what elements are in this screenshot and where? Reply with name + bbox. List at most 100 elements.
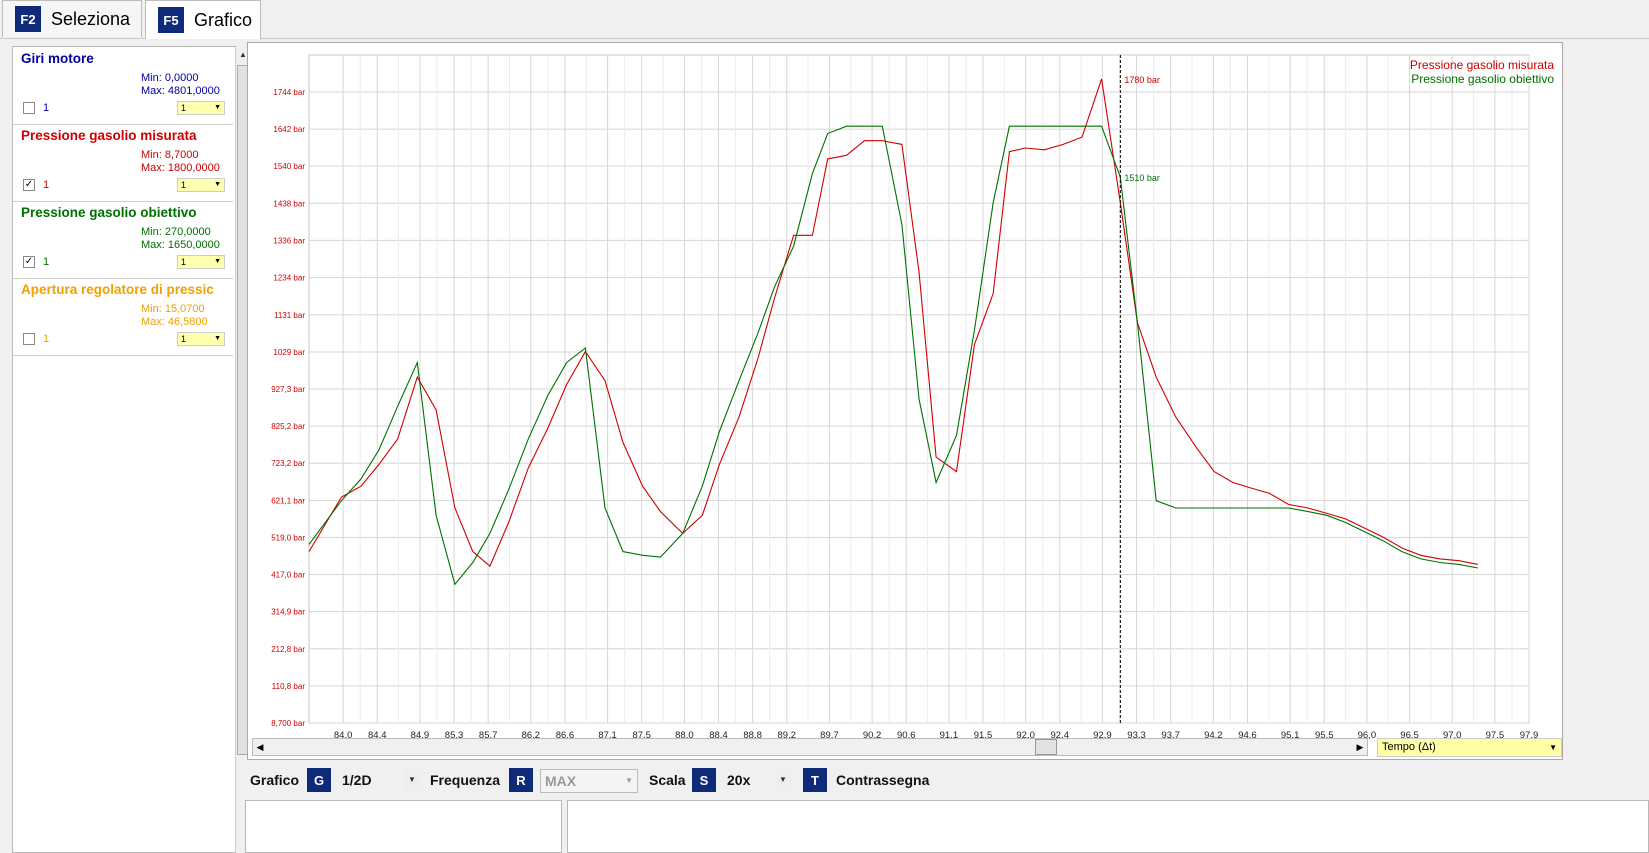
y-tick-label: 212,8 bar [271,645,305,654]
frequenza-select: MAX ▼ [540,769,638,793]
x-tick-label: 89,2 [778,730,797,741]
y-tick-label: 314,9 bar [271,608,305,617]
y-tick-label: 723,2 bar [271,459,305,468]
tab-label: Seleziona [51,8,131,29]
tab-key-badge: F5 [158,7,184,33]
x-axis-select[interactable]: Tempo (Δt) ▼ [1377,738,1562,757]
x-tick-label: 92,4 [1051,730,1070,741]
series-visible-checkbox[interactable] [23,102,35,114]
series-max: Max: 1650,0000 [141,239,220,251]
x-tick-label: 97,5 [1486,730,1505,741]
x-tick-label: 84,4 [368,730,387,741]
series-max: Max: 4801,0000 [141,85,220,97]
series-max: Max: 46,5800 [141,316,208,328]
y-tick-label: 417,0 bar [271,571,305,580]
series-axis-number: 1 [43,256,50,268]
cursor-value-label: 1510 bar [1124,173,1160,183]
series-select-value: 1 [181,257,187,267]
series-item[interactable]: Apertura regolatore di pressic Min: 15,07… [13,278,233,356]
frequenza-key-button[interactable]: R [509,768,533,792]
series-axis-select[interactable]: 1 ▼ [177,178,225,192]
frequenza-select-value: MAX [545,773,577,789]
x-tick-label: 88,4 [709,730,728,741]
y-tick-label: 110,8 bar [272,682,306,691]
cursor-value-label: 1780 bar [1124,75,1160,85]
scroll-left-icon[interactable]: ◀ [256,742,264,752]
x-tick-label: 89,7 [820,730,839,741]
series-axis-select[interactable]: 1 ▼ [177,101,225,115]
tab-label: Grafico [194,9,253,30]
x-tick-label: 93,7 [1161,730,1180,741]
tab-bar: F2 Seleziona F5 Grafico [0,0,1649,39]
series-line [308,78,1478,568]
tab-grafico[interactable]: F5 Grafico [145,0,261,39]
y-tick-label: 825,2 bar [271,422,305,431]
chart-container: 8,700 bar 110,8 bar 212,8 bar 314,9 bar 417,… [247,42,1563,760]
y-tick-label: 1744 bar [273,88,305,97]
series-min: Min: 0,0000 [141,72,199,84]
bottom-left-panel [245,800,562,853]
grafico-mode-value[interactable]: 1/2D [342,772,372,788]
y-tick-label: 1642 bar [273,125,305,134]
x-tick-label: 86,2 [522,730,541,741]
x-tick-label: 87,5 [632,730,651,741]
x-tick-label: 84,9 [411,730,430,741]
x-tick-label: 96,0 [1358,730,1377,741]
chevron-down-icon: ▼ [1549,743,1557,752]
chart-horizontal-scrollbar[interactable]: ◀ ▶ [252,738,1368,756]
grafico-key-button[interactable]: G [307,768,331,792]
scala-label: Scala [649,772,686,788]
x-tick-label: 85,3 [445,730,464,741]
x-tick-label: 91,1 [940,730,959,741]
series-min: Min: 15,0700 [141,303,205,315]
y-tick-label: 8,700 bar [271,719,305,728]
series-min: Min: 8,7000 [141,149,199,161]
scrollbar-thumb[interactable] [1035,739,1057,755]
chart-toolbar: Grafico G 1/2D ▼ Frequenza R MAX ▼ Scala… [247,766,1647,796]
pressure-chart[interactable]: 8,700 bar 110,8 bar 212,8 bar 314,9 bar 417,… [248,43,1562,759]
y-tick-label: 1029 bar [273,348,305,357]
x-tick-label: 95,5 [1315,730,1334,741]
chevron-down-icon: ▼ [214,258,221,265]
series-title: Giri motore [21,51,94,66]
y-tick-label: 927,3 bar [271,385,305,394]
series-visible-checkbox[interactable]: ✓ [23,256,35,268]
contrassegna-key-button[interactable]: T [803,768,827,792]
series-max: Max: 1800,0000 [141,162,220,174]
x-tick-label: 97,0 [1443,730,1462,741]
chevron-down-icon: ▼ [214,335,221,342]
series-title: Pressione gasolio misurata [21,128,197,143]
chevron-down-icon[interactable]: ▼ [404,770,420,790]
series-select-value: 1 [181,103,187,113]
series-item[interactable]: Pressione gasolio misurata Min: 8,7000 Max… [13,124,233,202]
x-tick-label: 84,0 [334,730,353,741]
y-tick-label: 1336 bar [273,236,305,245]
series-axis-select[interactable]: 1 ▼ [177,332,225,346]
series-item[interactable]: Pressione gasolio obiettivo Min: 270,0000… [13,201,233,279]
series-item[interactable]: Giri motore Min: 0,0000 Max: 4801,0000 1 1 ▼ [13,47,233,125]
series-axis-select[interactable]: 1 ▼ [177,255,225,269]
x-tick-label: 92,9 [1093,730,1112,741]
tab-seleziona[interactable]: F2 Seleziona [2,0,142,37]
chevron-down-icon[interactable]: ▼ [775,770,791,790]
series-axis-number: 1 [43,179,50,191]
scroll-right-icon[interactable]: ▶ [1356,742,1364,752]
scroll-up-icon[interactable]: ▲ [239,50,247,59]
x-tick-label: 94,2 [1204,730,1223,741]
scala-value[interactable]: 20x [727,772,751,788]
series-visible-checkbox[interactable]: ✓ [23,179,35,191]
series-visible-checkbox[interactable] [23,333,35,345]
x-tick-label: 88,8 [743,730,762,741]
x-tick-label: 90,2 [863,730,882,741]
contrassegna-label[interactable]: Contrassegna [836,772,930,788]
scala-key-button[interactable]: S [692,768,716,792]
series-select-value: 1 [181,334,187,344]
chevron-down-icon: ▼ [214,181,221,188]
series-min: Min: 270,0000 [141,226,211,238]
series-axis-number: 1 [43,102,50,114]
frequenza-label: Frequenza [430,772,501,788]
x-tick-label: 86,6 [556,730,575,741]
x-tick-label: 91,5 [974,730,993,741]
legend-entry: Pressione gasolio obiettivo [1411,72,1554,86]
chevron-down-icon: ▼ [214,104,221,111]
